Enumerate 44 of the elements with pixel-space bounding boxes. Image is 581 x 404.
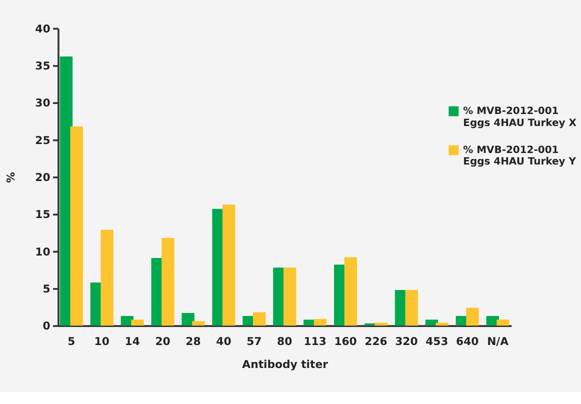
x-tick-label: 80 [277, 335, 293, 348]
y-tick-label: 0 [42, 320, 51, 333]
x-tick-label: 40 [216, 335, 232, 348]
y-tick-label: 25 [35, 134, 50, 147]
legend-label: % MVB-2012-001 Eggs 4HAU Turkey Y [463, 144, 577, 168]
y-tick-label: 35 [35, 60, 50, 73]
bar [466, 308, 479, 326]
y-tick-label: 40 [35, 22, 51, 36]
bar [252, 312, 266, 326]
x-tick-label: 160 [334, 335, 358, 348]
x-tick-label: 320 [395, 335, 418, 348]
bar [283, 268, 296, 326]
x-tick-label: 5 [68, 335, 76, 348]
bar [131, 320, 144, 326]
legend-label: % MVB-2012-001 Eggs 4HAU Turkey X [463, 106, 577, 129]
bar [222, 204, 236, 326]
y-axis-title: % [4, 172, 18, 183]
x-tick-label: 57 [246, 335, 262, 348]
x-tick-label: 10 [94, 335, 110, 348]
x-tick-label: 640 [456, 335, 480, 348]
bar [405, 290, 418, 326]
bar [100, 230, 114, 326]
bar [182, 312, 194, 326]
x-tick-label: 14 [124, 335, 140, 348]
bar [374, 322, 388, 326]
bar [496, 320, 510, 326]
x-tick-label: 453 [426, 335, 448, 348]
bar [344, 257, 358, 326]
bar [70, 126, 83, 326]
bar [162, 238, 174, 326]
x-tick-label: 226 [364, 335, 388, 348]
bar [314, 318, 327, 326]
x-tick-label: 113 [304, 335, 326, 348]
y-tick-label: 30 [35, 96, 51, 110]
x-tick-label: N/A [487, 335, 510, 348]
y-tick-label: 10 [35, 245, 51, 258]
x-tick-label: 20 [155, 335, 171, 348]
y-tick-label: 5 [42, 282, 50, 296]
bar [192, 321, 205, 326]
x-axis-title: Antibody titer [242, 358, 329, 371]
y-tick-label: 15 [35, 208, 50, 222]
x-tick-label: 28 [186, 335, 201, 348]
bar [436, 322, 448, 326]
y-tick-label: 20 [35, 171, 51, 184]
